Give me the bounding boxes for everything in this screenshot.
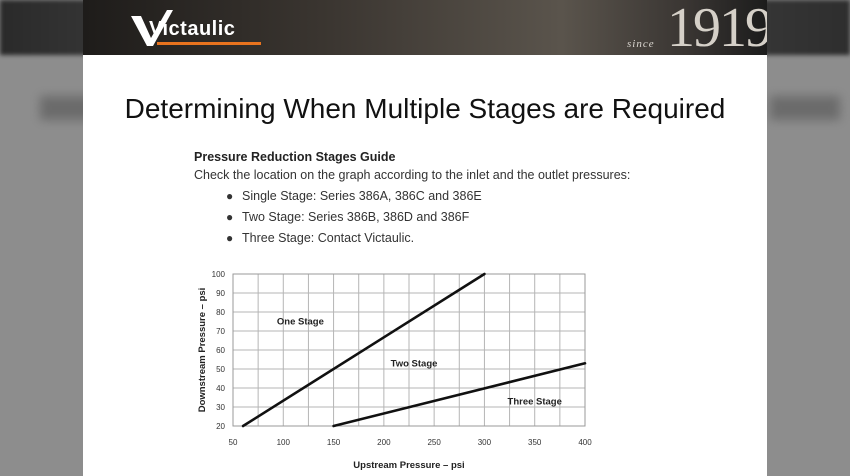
list-item: ● Single Stage: Series 386A, 386C and 386… bbox=[194, 186, 754, 207]
y-tick-label: 50 bbox=[216, 365, 225, 374]
y-tick-label: 100 bbox=[212, 270, 226, 279]
y-tick-label: 40 bbox=[216, 384, 225, 393]
x-tick-label: 150 bbox=[327, 438, 341, 447]
y-tick-label: 80 bbox=[216, 308, 225, 317]
pressure-chart: 20 30 40 50 60 70 80 90 100 50 100 150 200 250 300 350 4… bbox=[197, 270, 592, 471]
y-tick-label: 30 bbox=[216, 403, 225, 412]
x-axis-label: Upstream Pressure – psi bbox=[353, 460, 464, 471]
y-axis-label: Downstream Pressure – psi bbox=[197, 288, 208, 413]
slide: Victaulic since 1919 Determining When Mu… bbox=[83, 0, 767, 476]
x-tick-label: 350 bbox=[528, 438, 542, 447]
bullet-icon: ● bbox=[226, 210, 234, 224]
bullet-icon: ● bbox=[226, 231, 234, 245]
guide-list: ● Single Stage: Series 386A, 386C and 386… bbox=[194, 186, 754, 249]
bullet-icon: ● bbox=[226, 189, 234, 203]
list-item-text: Two Stage: Series 386B, 386D and 386F bbox=[242, 210, 470, 224]
logo-underline bbox=[157, 42, 261, 45]
y-tick-label: 60 bbox=[216, 346, 225, 355]
logo-text: Victaulic bbox=[149, 18, 236, 40]
plot-area bbox=[232, 273, 586, 427]
background-title-fragment bbox=[770, 96, 840, 120]
list-item-text: Single Stage: Series 386A, 386C and 386E bbox=[242, 189, 482, 203]
header-banner: Victaulic since 1919 bbox=[83, 0, 767, 55]
page-title: Determining When Multiple Stages are Req… bbox=[124, 93, 726, 124]
list-item-text: Three Stage: Contact Victaulic. bbox=[242, 231, 415, 245]
y-tick-label: 90 bbox=[216, 289, 225, 298]
x-tick-label: 250 bbox=[427, 438, 441, 447]
list-item: ● Three Stage: Contact Victaulic. bbox=[194, 228, 754, 249]
guide-instruction: Check the location on the graph accordin… bbox=[194, 168, 631, 182]
y-tick-label: 20 bbox=[216, 422, 225, 431]
founding-year: 1919 bbox=[667, 0, 767, 55]
y-tick-label: 70 bbox=[216, 327, 225, 336]
victaulic-logo-icon bbox=[131, 10, 173, 46]
x-tick-label: 400 bbox=[578, 438, 592, 447]
since-label: since bbox=[627, 38, 655, 50]
region-label: Three Stage bbox=[508, 396, 562, 407]
series-line-2 bbox=[332, 362, 587, 428]
region-label: One Stage bbox=[277, 317, 324, 328]
series-line-1 bbox=[241, 272, 486, 428]
list-item: ● Two Stage: Series 386B, 386D and 386F bbox=[194, 207, 754, 228]
guide-section: Pressure Reduction Stages Guide Check th… bbox=[194, 150, 754, 249]
guide-heading: Pressure Reduction Stages Guide bbox=[194, 150, 396, 164]
x-tick-label: 200 bbox=[377, 438, 391, 447]
x-tick-label: 100 bbox=[277, 438, 291, 447]
x-tick-label: 300 bbox=[478, 438, 492, 447]
x-tick-label: 50 bbox=[229, 438, 238, 447]
region-label: Two Stage bbox=[391, 358, 438, 369]
